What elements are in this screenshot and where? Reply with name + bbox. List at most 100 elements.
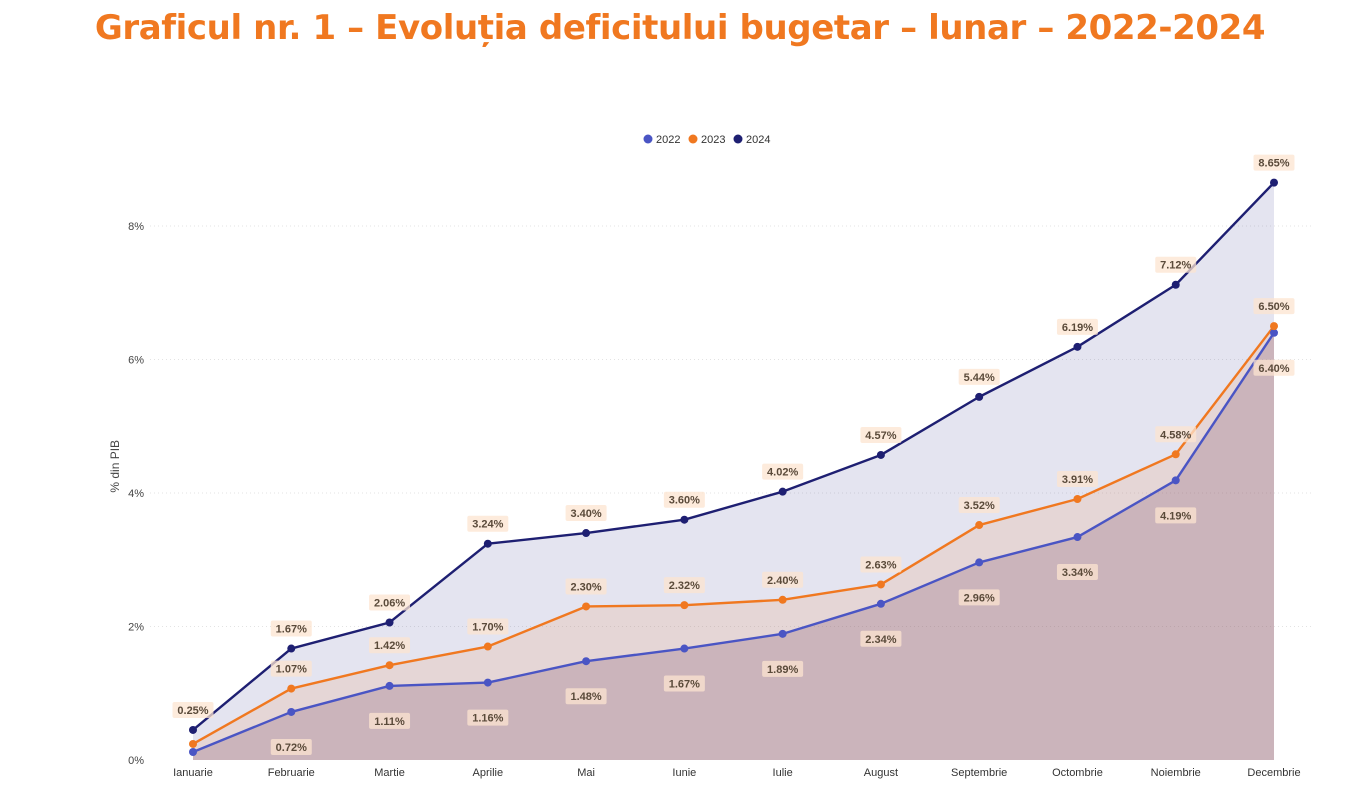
data-point-2023[interactable]: [778, 595, 787, 604]
data-label-bg: [1253, 298, 1295, 315]
data-label-2022: 2.96%: [964, 592, 995, 604]
y-tick-label: 0%: [128, 755, 144, 767]
x-tick-label: Septembrie: [951, 767, 1007, 779]
data-label-bg: [663, 491, 705, 508]
legend-label-2022[interactable]: 2022: [656, 134, 680, 146]
legend-marker-2023[interactable]: [688, 134, 698, 144]
data-label-2024: 4.57%: [865, 430, 896, 442]
legend[interactable]: 2022 2023 2024: [643, 134, 771, 146]
data-label-bg: [1056, 318, 1098, 335]
data-label-bg: [860, 630, 902, 647]
data-point-2024[interactable]: [680, 515, 689, 524]
data-label-bg: [369, 712, 411, 729]
data-point-2022[interactable]: [287, 707, 296, 716]
x-tick-label: August: [864, 767, 898, 779]
data-label-2024: 2.06%: [374, 597, 405, 609]
data-point-2024[interactable]: [1171, 280, 1180, 289]
data-label-bg: [663, 675, 705, 692]
data-label-bg: [565, 688, 607, 705]
data-label-2023: 6.50%: [1258, 301, 1289, 313]
data-point-2022[interactable]: [1073, 533, 1082, 542]
data-point-2022[interactable]: [876, 599, 885, 608]
data-label-bg: [565, 505, 607, 522]
series-line-2024: [192, 181, 1275, 731]
series-lines: [192, 181, 1275, 754]
data-point-2022[interactable]: [680, 644, 689, 653]
data-label-2022: 1.67%: [669, 679, 700, 691]
data-label-bg: [467, 618, 509, 635]
data-point-2023[interactable]: [189, 739, 197, 748]
data-point-2024[interactable]: [876, 450, 885, 459]
data-point-2024[interactable]: [287, 644, 296, 653]
data-label-bg: [467, 709, 509, 726]
data-point-2023[interactable]: [1270, 322, 1278, 331]
chart-title: Graficul nr. 1 – Evoluția deficitului bu…: [94, 8, 1266, 48]
data-point-2024[interactable]: [189, 725, 197, 734]
data-point-2022[interactable]: [1171, 476, 1180, 485]
data-point-2023[interactable]: [680, 601, 689, 610]
x-tick-label: Decembrie: [1247, 767, 1300, 779]
data-point-2022[interactable]: [582, 657, 591, 666]
data-point-2024[interactable]: [778, 487, 787, 496]
data-point-2024[interactable]: [385, 618, 394, 627]
data-point-2023[interactable]: [975, 521, 984, 530]
data-point-2022[interactable]: [385, 681, 394, 690]
data-point-2024[interactable]: [1270, 178, 1278, 187]
data-label-2022: 3.34%: [1062, 567, 1093, 579]
data-point-2023[interactable]: [1171, 450, 1180, 459]
data-labels: 0.72% 1.11% 1.16% 1.48% 1.67% 1.89% 2.34% 2.96%…: [172, 154, 1295, 755]
data-label-bg: [270, 620, 312, 637]
data-label-bg: [565, 578, 607, 595]
data-label-2023: 2.30%: [570, 581, 601, 593]
data-point-2023[interactable]: [483, 642, 492, 651]
data-label-bg: [663, 577, 705, 594]
data-point-2023[interactable]: [582, 602, 591, 611]
x-tick-label: Iulie: [773, 767, 793, 779]
data-label-bg: [369, 637, 411, 654]
data-point-2022[interactable]: [975, 558, 984, 567]
data-point-2024[interactable]: [483, 539, 492, 548]
data-label-2023: 3.52%: [964, 500, 995, 512]
data-point-2023[interactable]: [287, 684, 296, 693]
x-tick-label: Martie: [374, 767, 405, 779]
data-label-2024: 1.67%: [276, 624, 307, 636]
data-label-2024: 6.19%: [1062, 322, 1093, 334]
data-point-2022[interactable]: [1270, 328, 1278, 337]
data-label-bg: [860, 426, 902, 443]
y-tick-label: 6%: [128, 355, 144, 367]
data-label-2022: 6.40%: [1258, 363, 1289, 375]
data-point-2024[interactable]: [1073, 342, 1082, 351]
area-2024: [193, 182, 1274, 761]
legend-label-2024[interactable]: 2024: [746, 134, 770, 146]
series-line-2022: [192, 332, 1275, 754]
y-axis-label: % din PIB: [108, 440, 122, 493]
y-tick-label: 8%: [128, 221, 144, 233]
data-label-bg: [762, 463, 804, 480]
data-label-2022: 1.16%: [472, 713, 503, 725]
data-point-2024[interactable]: [582, 529, 591, 538]
data-label-bg: [958, 368, 1000, 385]
data-points: [189, 178, 1278, 756]
data-point-2022[interactable]: [483, 678, 492, 687]
data-label-2023: 1.70%: [472, 622, 503, 634]
data-point-2022[interactable]: [189, 747, 197, 756]
legend-marker-2022[interactable]: [643, 134, 653, 144]
data-label-bg: [467, 515, 509, 532]
data-point-2023[interactable]: [876, 580, 885, 589]
series-line-2023: [192, 325, 1275, 746]
data-point-2023[interactable]: [385, 661, 394, 670]
data-point-2023[interactable]: [1073, 495, 1082, 504]
data-label-2023: 4.58%: [1160, 429, 1191, 441]
data-label-2023: 1.42%: [374, 640, 405, 652]
data-label-bg: [1056, 471, 1098, 488]
data-label-bg: [172, 701, 214, 718]
data-point-2022[interactable]: [778, 629, 787, 638]
data-label-bg: [270, 738, 312, 755]
legend-marker-2024[interactable]: [733, 134, 743, 144]
data-point-2024[interactable]: [975, 392, 984, 401]
data-label-2022: 4.19%: [1160, 510, 1191, 522]
legend-label-2023[interactable]: 2023: [701, 134, 725, 146]
x-tick-label: Octombrie: [1052, 767, 1103, 779]
